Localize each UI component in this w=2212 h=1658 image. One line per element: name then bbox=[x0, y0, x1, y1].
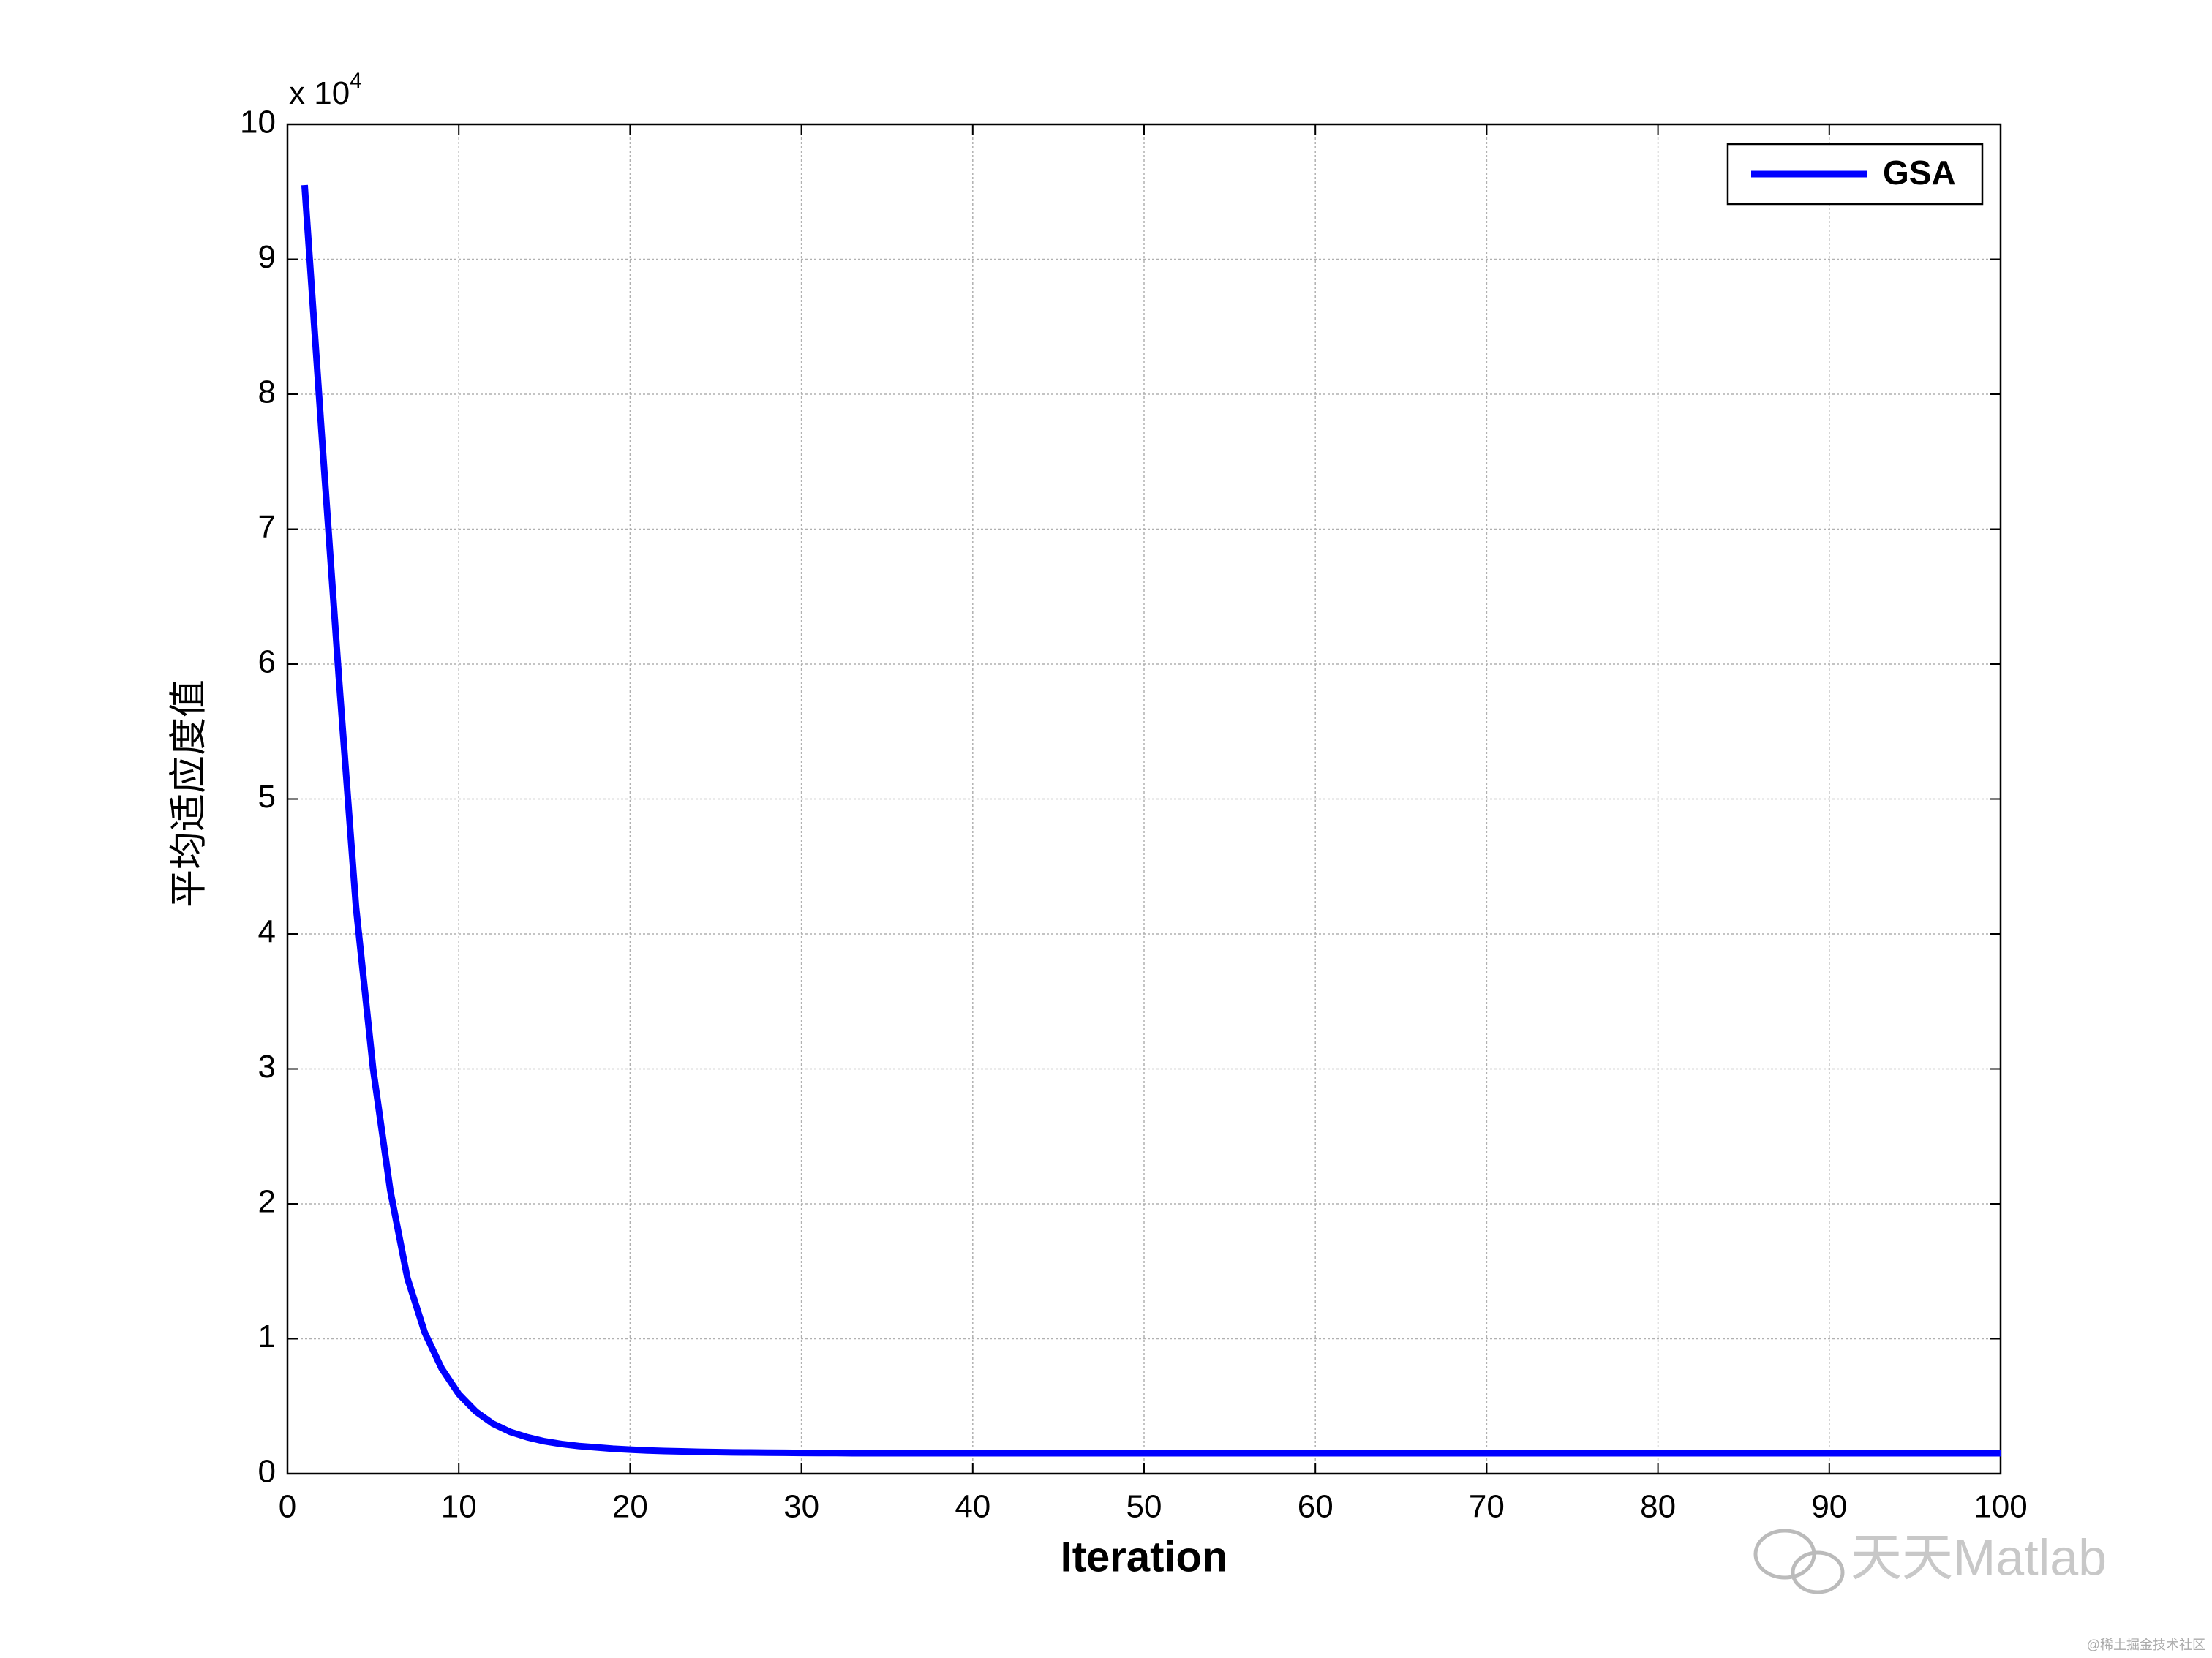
y-exponent-power: 4 bbox=[350, 69, 362, 93]
y-exponent-base: x 10 bbox=[289, 75, 350, 111]
y-tick-label: 8 bbox=[258, 374, 276, 410]
x-axis-title: Iteration bbox=[1061, 1533, 1228, 1580]
legend: GSA bbox=[1726, 143, 1984, 206]
plot-frame bbox=[286, 123, 2002, 1475]
x-tick-label: 50 bbox=[1126, 1489, 1162, 1525]
y-exponent: x 104 bbox=[289, 69, 362, 111]
x-tick-label: 100 bbox=[1974, 1489, 2027, 1525]
x-tick-label: 20 bbox=[612, 1489, 648, 1525]
y-tick-label: 1 bbox=[258, 1319, 276, 1354]
watermark: 天天Matlab bbox=[1851, 1529, 2107, 1586]
x-tick-label: 30 bbox=[783, 1489, 819, 1525]
source-note: @稀土掘金技术社区 bbox=[2087, 1638, 2205, 1652]
x-tick-label: 0 bbox=[279, 1489, 296, 1525]
x-tick-label: 10 bbox=[441, 1489, 477, 1525]
y-tick-label: 6 bbox=[258, 644, 276, 680]
x-tick-label: 70 bbox=[1469, 1489, 1505, 1525]
y-tick-label: 9 bbox=[258, 239, 276, 275]
x-tick-label: 90 bbox=[1811, 1489, 1847, 1525]
y-tick-label: 0 bbox=[258, 1454, 276, 1490]
x-tick-label: 40 bbox=[955, 1489, 990, 1525]
y-tick-label: 10 bbox=[240, 105, 276, 140]
y-tick-label: 2 bbox=[258, 1184, 276, 1220]
y-tick-label: 7 bbox=[258, 509, 276, 545]
y-axis-title: 平均适应度值 bbox=[168, 679, 211, 908]
x-tick-label: 60 bbox=[1298, 1489, 1333, 1525]
y-tick-label: 3 bbox=[258, 1049, 276, 1085]
y-tick-label: 5 bbox=[258, 779, 276, 815]
legend-label: GSA bbox=[1883, 154, 1956, 192]
data-line bbox=[301, 184, 2001, 1457]
x-tick-label: 80 bbox=[1640, 1489, 1676, 1525]
watermark-icon bbox=[1753, 1529, 1845, 1594]
y-tick-label: 4 bbox=[258, 914, 276, 950]
